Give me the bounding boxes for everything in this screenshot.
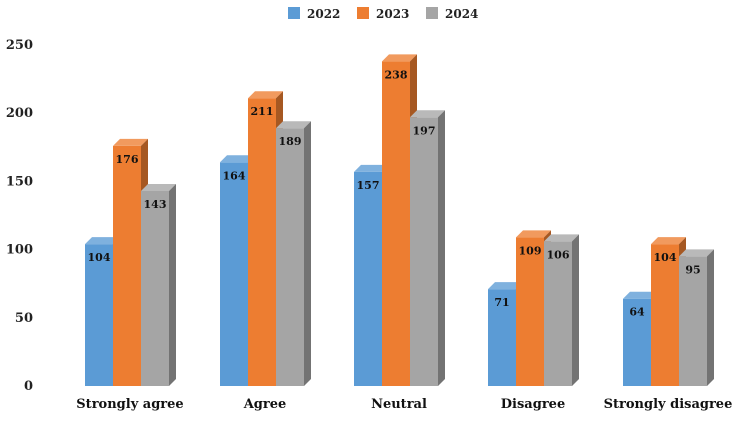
bar-top: [113, 138, 148, 146]
y-tick-label: 150: [6, 174, 33, 189]
legend-item: 2023: [357, 7, 409, 21]
y-tick-label: 250: [6, 38, 33, 53]
bar: 189: [276, 121, 311, 387]
bar-top: [651, 237, 686, 245]
x-axis: Strongly agree Agree Neutral Disagree Strong…: [76, 397, 732, 412]
data-label: 211: [251, 105, 274, 118]
bar-top: [276, 121, 311, 129]
y-tick-label: 0: [24, 379, 33, 394]
bar-top: [410, 110, 445, 118]
bar: 106: [544, 234, 579, 386]
bar: 197: [410, 110, 445, 387]
bar-front: [382, 61, 410, 386]
bar-side: [707, 249, 714, 386]
bar-front: [354, 171, 382, 386]
bar-front: [516, 237, 544, 386]
bar-top: [85, 237, 120, 245]
x-tick-label: Neutral: [371, 397, 427, 412]
data-label: 238: [385, 68, 408, 81]
bar-side: [438, 110, 445, 387]
legend-label: 2023: [376, 7, 409, 21]
legend-swatch: [288, 7, 300, 19]
bar-front: [85, 244, 113, 386]
bar-front: [276, 128, 304, 387]
bar-front: [220, 162, 248, 386]
data-label: 176: [116, 153, 139, 166]
data-label: 106: [547, 248, 570, 261]
data-label: 109: [519, 244, 542, 257]
bar: 143: [141, 183, 176, 386]
bars: 104 176 143 164 211 189 157 238 197 71 109 106 64 104…: [85, 54, 714, 387]
bar-top: [544, 234, 579, 242]
bar-front: [651, 244, 679, 386]
bar-front: [544, 241, 572, 386]
bar-front: [113, 145, 141, 386]
x-tick-label: Disagree: [501, 397, 565, 412]
y-tick-label: 200: [6, 106, 33, 121]
bar-top: [382, 54, 417, 62]
y-tick-label: 50: [15, 311, 33, 326]
legend-swatch: [426, 7, 438, 19]
data-label: 95: [685, 263, 700, 276]
bar-top: [220, 155, 255, 163]
y-axis: 0 50 100 150 200 250: [6, 38, 33, 394]
bar-top: [141, 183, 176, 191]
bar-top: [516, 230, 551, 238]
x-tick-label: Strongly agree: [76, 397, 183, 412]
bar-front: [248, 98, 276, 387]
bar-front: [141, 190, 169, 386]
legend: 2022 2023 2024: [288, 7, 478, 21]
data-label: 71: [494, 296, 509, 309]
data-label: 104: [654, 251, 677, 264]
data-label: 189: [279, 135, 302, 148]
legend-label: 2024: [445, 7, 478, 21]
bar-front: [623, 298, 651, 386]
bar-side: [572, 234, 579, 386]
bar-top: [488, 282, 523, 290]
legend-item: 2022: [288, 7, 340, 21]
bar-front: [488, 289, 516, 386]
bar-side: [304, 121, 311, 386]
bar-front: [410, 117, 438, 387]
bar-top: [679, 249, 714, 257]
legend-label: 2022: [307, 7, 340, 21]
data-label: 104: [88, 251, 111, 264]
bar-top: [354, 164, 389, 172]
bar: 95: [679, 249, 714, 386]
bar-front: [679, 256, 707, 386]
legend-swatch: [357, 7, 369, 19]
data-label: 64: [629, 306, 645, 319]
x-tick-label: Agree: [243, 397, 287, 412]
data-label: 164: [223, 169, 246, 182]
bar-side: [169, 183, 176, 386]
data-label: 157: [357, 179, 380, 192]
data-label: 143: [144, 198, 167, 211]
x-tick-label: Strongly disagree: [604, 397, 733, 412]
bar-top: [623, 291, 658, 299]
bar-top: [248, 91, 283, 99]
data-label: 197: [413, 124, 436, 137]
legend-item: 2024: [426, 7, 478, 21]
y-tick-label: 100: [6, 243, 33, 258]
